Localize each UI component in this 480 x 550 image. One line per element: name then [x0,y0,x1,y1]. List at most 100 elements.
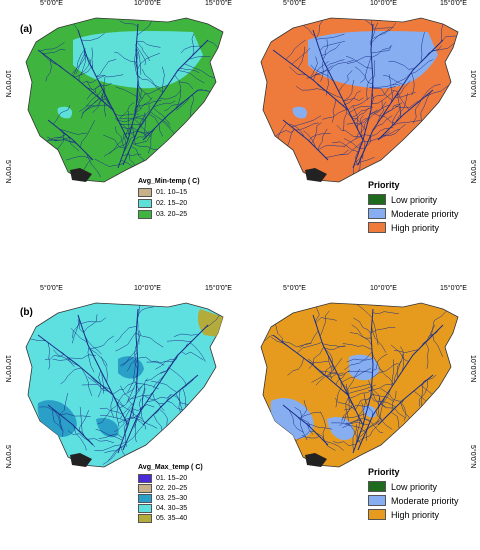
river-branch [119,402,135,419]
river-branch [370,18,378,29]
tick-lat: 10°0'0"N [4,355,11,383]
river-branch [151,381,178,393]
river-branch [380,388,402,402]
legend-label: 05. 35–40 [156,515,188,522]
river-branch [320,60,324,82]
river-branch [137,77,143,100]
river-branch [376,100,384,125]
river-branch [371,46,392,54]
river-branch [430,309,448,337]
river-branch [429,41,457,54]
river-branch [86,153,102,178]
map-svg [260,302,459,468]
legend-label: 01. 15–20 [156,475,188,482]
river-branch [311,122,322,144]
river-branch [77,429,96,448]
river-branch [136,41,150,62]
river-branch [120,385,134,406]
river-branch [371,385,386,408]
legend-label: Moderate priority [391,208,459,219]
river-branch [328,355,333,380]
river-branch [97,370,102,398]
river-branch [349,332,372,339]
swatch [368,208,386,219]
river-branch [370,127,394,138]
river-branch [401,398,407,421]
legend-label: Moderate priority [391,495,459,506]
river-branch [138,398,146,424]
river-branch [148,113,164,137]
river-branch [343,97,364,102]
river-branch [288,409,304,433]
river-branch [358,418,382,439]
legend-item: Moderate priority [368,495,459,506]
river-branch [95,429,123,441]
tick-lon: 15°0'0"E [440,0,467,7]
river-branch [137,317,140,345]
river-branch [116,401,143,419]
river-branch [134,97,153,114]
river-branch [153,100,176,108]
river-branch [389,390,397,414]
river-branch [173,379,194,396]
legend-item: High priority [368,222,439,233]
river-branch [176,96,191,111]
river-trunk [362,308,374,426]
map-svg [25,17,224,183]
swatch [368,194,386,205]
river-branch [89,335,115,349]
river-branch [184,63,217,79]
river-branch [344,421,370,426]
river-branch [309,56,318,79]
legend-item: Low priority [368,194,437,205]
river-branch [66,155,92,161]
swatch [138,199,152,208]
river-branch [104,446,125,453]
river-branch [132,408,146,430]
river-branch [369,104,390,116]
river-branch [80,47,87,75]
river-branch [144,366,171,381]
river-branch [134,91,139,115]
swatch [138,188,152,197]
river-branch [297,342,323,353]
river-branch [388,61,415,70]
river-branch [80,97,100,119]
legend-label: High priority [391,222,440,233]
river-branch [373,113,395,124]
tick-lon: 5°0'0"E [283,285,306,292]
map-min-temp [18,10,233,200]
river-branch [331,141,359,153]
river-branch [419,83,441,102]
river-branch [320,411,327,442]
river-branch [397,353,404,379]
river-branch [392,120,421,127]
river-branch [108,385,124,407]
river-branch [370,395,397,408]
river-branch [174,74,194,90]
river-branch [137,74,160,88]
river-branch [180,45,202,54]
river-branch [288,66,307,76]
river-branch [42,49,66,54]
river-branch [335,380,342,408]
river-branch [316,33,345,40]
map-svg [25,302,224,468]
river-branch [311,364,334,383]
legend-item: 01. 10–15 [138,188,187,197]
river-branch [87,347,95,373]
river-branch [135,333,164,348]
tick-lat: 10°0'0"N [4,70,11,98]
river-branch [129,391,154,400]
river-branch [420,91,431,122]
river-branch [152,394,171,417]
river-branch [370,394,395,403]
river-branch [137,83,152,100]
river-branch [160,354,179,373]
swatch [368,222,386,233]
river-branch [332,99,336,123]
river-trunk [312,314,354,406]
map-priority-b [253,295,468,485]
legend-title: Avg_Max_temp ( C) [138,464,203,471]
river-trunk [47,119,94,161]
